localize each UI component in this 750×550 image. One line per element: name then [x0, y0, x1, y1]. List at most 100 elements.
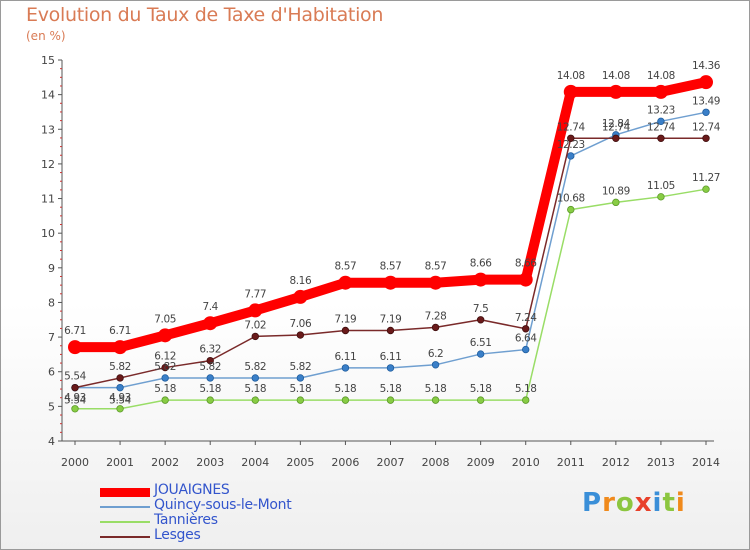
data-point-lesges: [567, 134, 575, 142]
x-tick-label: 2009: [467, 456, 495, 469]
data-point-lesges: [657, 134, 665, 142]
data-label-quincy-sous-le-mont: 6.11: [335, 351, 357, 363]
data-point-jouaignes: [518, 272, 533, 287]
x-tick-label: 2002: [151, 456, 179, 469]
x-tick-label: 2007: [377, 456, 405, 469]
x-tick-label: 2000: [61, 456, 89, 469]
data-label-lesges: 12.74: [602, 121, 631, 133]
data-point-jouaignes: [338, 275, 353, 290]
data-point-tanni-res: [161, 396, 169, 404]
data-point-tanni-res: [431, 396, 440, 404]
y-tick-label: 15: [41, 54, 55, 67]
data-point-lesges: [476, 316, 485, 324]
logo-letter: i: [652, 488, 663, 518]
data-point-jouaignes: [113, 340, 128, 355]
data-point-tanni-res: [206, 396, 214, 404]
data-point-jouaignes: [608, 84, 623, 99]
data-label-lesges: 7.06: [289, 318, 311, 330]
data-point-quincy-sous-le-mont: [251, 374, 259, 382]
x-tick-label: 2001: [106, 456, 134, 469]
legend-swatch: [100, 488, 150, 497]
data-label-lesges: 7.19: [380, 314, 402, 326]
data-label-jouaignes: 14.36: [692, 60, 721, 72]
x-tick-label: 2005: [286, 456, 314, 469]
data-label-quincy-sous-le-mont: 5.82: [244, 361, 266, 373]
data-label-tanni-res: 11.05: [647, 180, 675, 192]
data-point-jouaignes: [699, 75, 713, 90]
data-label-jouaignes: 7.77: [244, 288, 266, 300]
data-label-quincy-sous-le-mont: 5.82: [289, 361, 311, 373]
chart-title: Evolution du Taux de Taxe d'Habitation: [26, 4, 384, 26]
data-label-jouaignes: 14.08: [647, 70, 675, 82]
proxiti-logo: Proxiti: [582, 488, 686, 518]
y-tick-label: 12: [41, 158, 55, 171]
logo-letter: t: [662, 488, 676, 518]
data-label-quincy-sous-le-mont: 5.54: [64, 395, 86, 407]
y-tick-label: 10: [41, 227, 55, 240]
data-point-jouaignes: [203, 316, 218, 331]
data-point-jouaignes: [653, 84, 668, 99]
data-label-tanni-res: 4.93: [109, 392, 131, 404]
data-point-jouaignes: [293, 289, 308, 304]
legend-swatch: [100, 506, 150, 508]
data-label-tanni-res: 5.18: [244, 383, 266, 395]
data-point-tanni-res: [116, 405, 124, 413]
data-point-quincy-sous-le-mont: [206, 374, 214, 382]
data-point-jouaignes: [383, 275, 398, 290]
data-label-jouaignes: 8.66: [470, 258, 492, 270]
data-label-jouaignes: 14.08: [557, 70, 585, 82]
data-point-lesges: [522, 325, 530, 333]
series-line-quincy-sous-le-mont: [74, 111, 707, 389]
data-label-lesges: 12.74: [557, 121, 586, 133]
data-point-quincy-sous-le-mont: [296, 374, 305, 382]
y-tick-label: 11: [41, 193, 55, 206]
data-point-quincy-sous-le-mont: [386, 364, 395, 372]
data-point-tanni-res: [702, 185, 710, 193]
data-label-lesges: 7.28: [425, 310, 447, 322]
data-label-quincy-sous-le-mont: 5.54: [109, 395, 131, 407]
data-label-lesges: 5.54: [64, 371, 86, 383]
data-point-tanni-res: [567, 205, 575, 214]
data-label-quincy-sous-le-mont: 13.49: [692, 95, 720, 107]
legend-swatch: [100, 521, 150, 523]
data-label-quincy-sous-le-mont: 5.82: [199, 361, 221, 373]
logo-letter: i: [675, 488, 686, 518]
data-point-quincy-sous-le-mont: [116, 383, 124, 392]
x-tick-label: 2008: [422, 456, 450, 469]
y-tick-label: 7: [48, 331, 55, 344]
data-label-jouaignes: 6.71: [64, 325, 86, 337]
y-tick-label: 9: [48, 262, 55, 275]
data-label-quincy-sous-le-mont: 6.2: [428, 348, 444, 360]
data-point-lesges: [612, 134, 620, 142]
data-point-tanni-res: [612, 198, 620, 207]
data-label-jouaignes: 8.57: [425, 261, 447, 273]
data-label-jouaignes: 7.4: [202, 301, 218, 313]
data-point-jouaignes: [473, 272, 488, 287]
data-point-lesges: [251, 332, 259, 341]
data-label-jouaignes: 8.16: [289, 275, 311, 287]
y-tick-label: 8: [48, 296, 55, 309]
data-label-tanni-res: 5.18: [425, 383, 447, 395]
data-point-lesges: [386, 326, 395, 335]
data-point-tanni-res: [657, 193, 665, 201]
data-point-lesges: [341, 326, 350, 335]
data-point-jouaignes: [158, 328, 173, 343]
data-point-tanni-res: [251, 396, 259, 404]
data-label-tanni-res: 5.18: [470, 383, 492, 395]
data-label-tanni-res: 4.93: [64, 392, 86, 404]
data-label-tanni-res: 5.18: [515, 383, 537, 395]
data-label-tanni-res: 5.18: [289, 383, 311, 395]
data-point-jouaignes: [68, 340, 82, 355]
data-label-jouaignes: 14.08: [602, 70, 630, 82]
y-tick-label: 6: [48, 366, 55, 379]
data-label-jouaignes: 8.57: [335, 261, 357, 273]
data-label-quincy-sous-le-mont: 12.23: [557, 139, 585, 151]
data-point-quincy-sous-le-mont: [431, 361, 440, 369]
data-label-tanni-res: 5.18: [380, 383, 402, 395]
y-tick-label: 14: [41, 89, 55, 102]
y-tick-label: 13: [41, 123, 55, 136]
data-point-jouaignes: [563, 84, 578, 99]
data-label-quincy-sous-le-mont: 13.23: [647, 104, 675, 116]
legend-label: Lesges: [154, 527, 201, 543]
data-label-tanni-res: 10.89: [602, 185, 630, 197]
